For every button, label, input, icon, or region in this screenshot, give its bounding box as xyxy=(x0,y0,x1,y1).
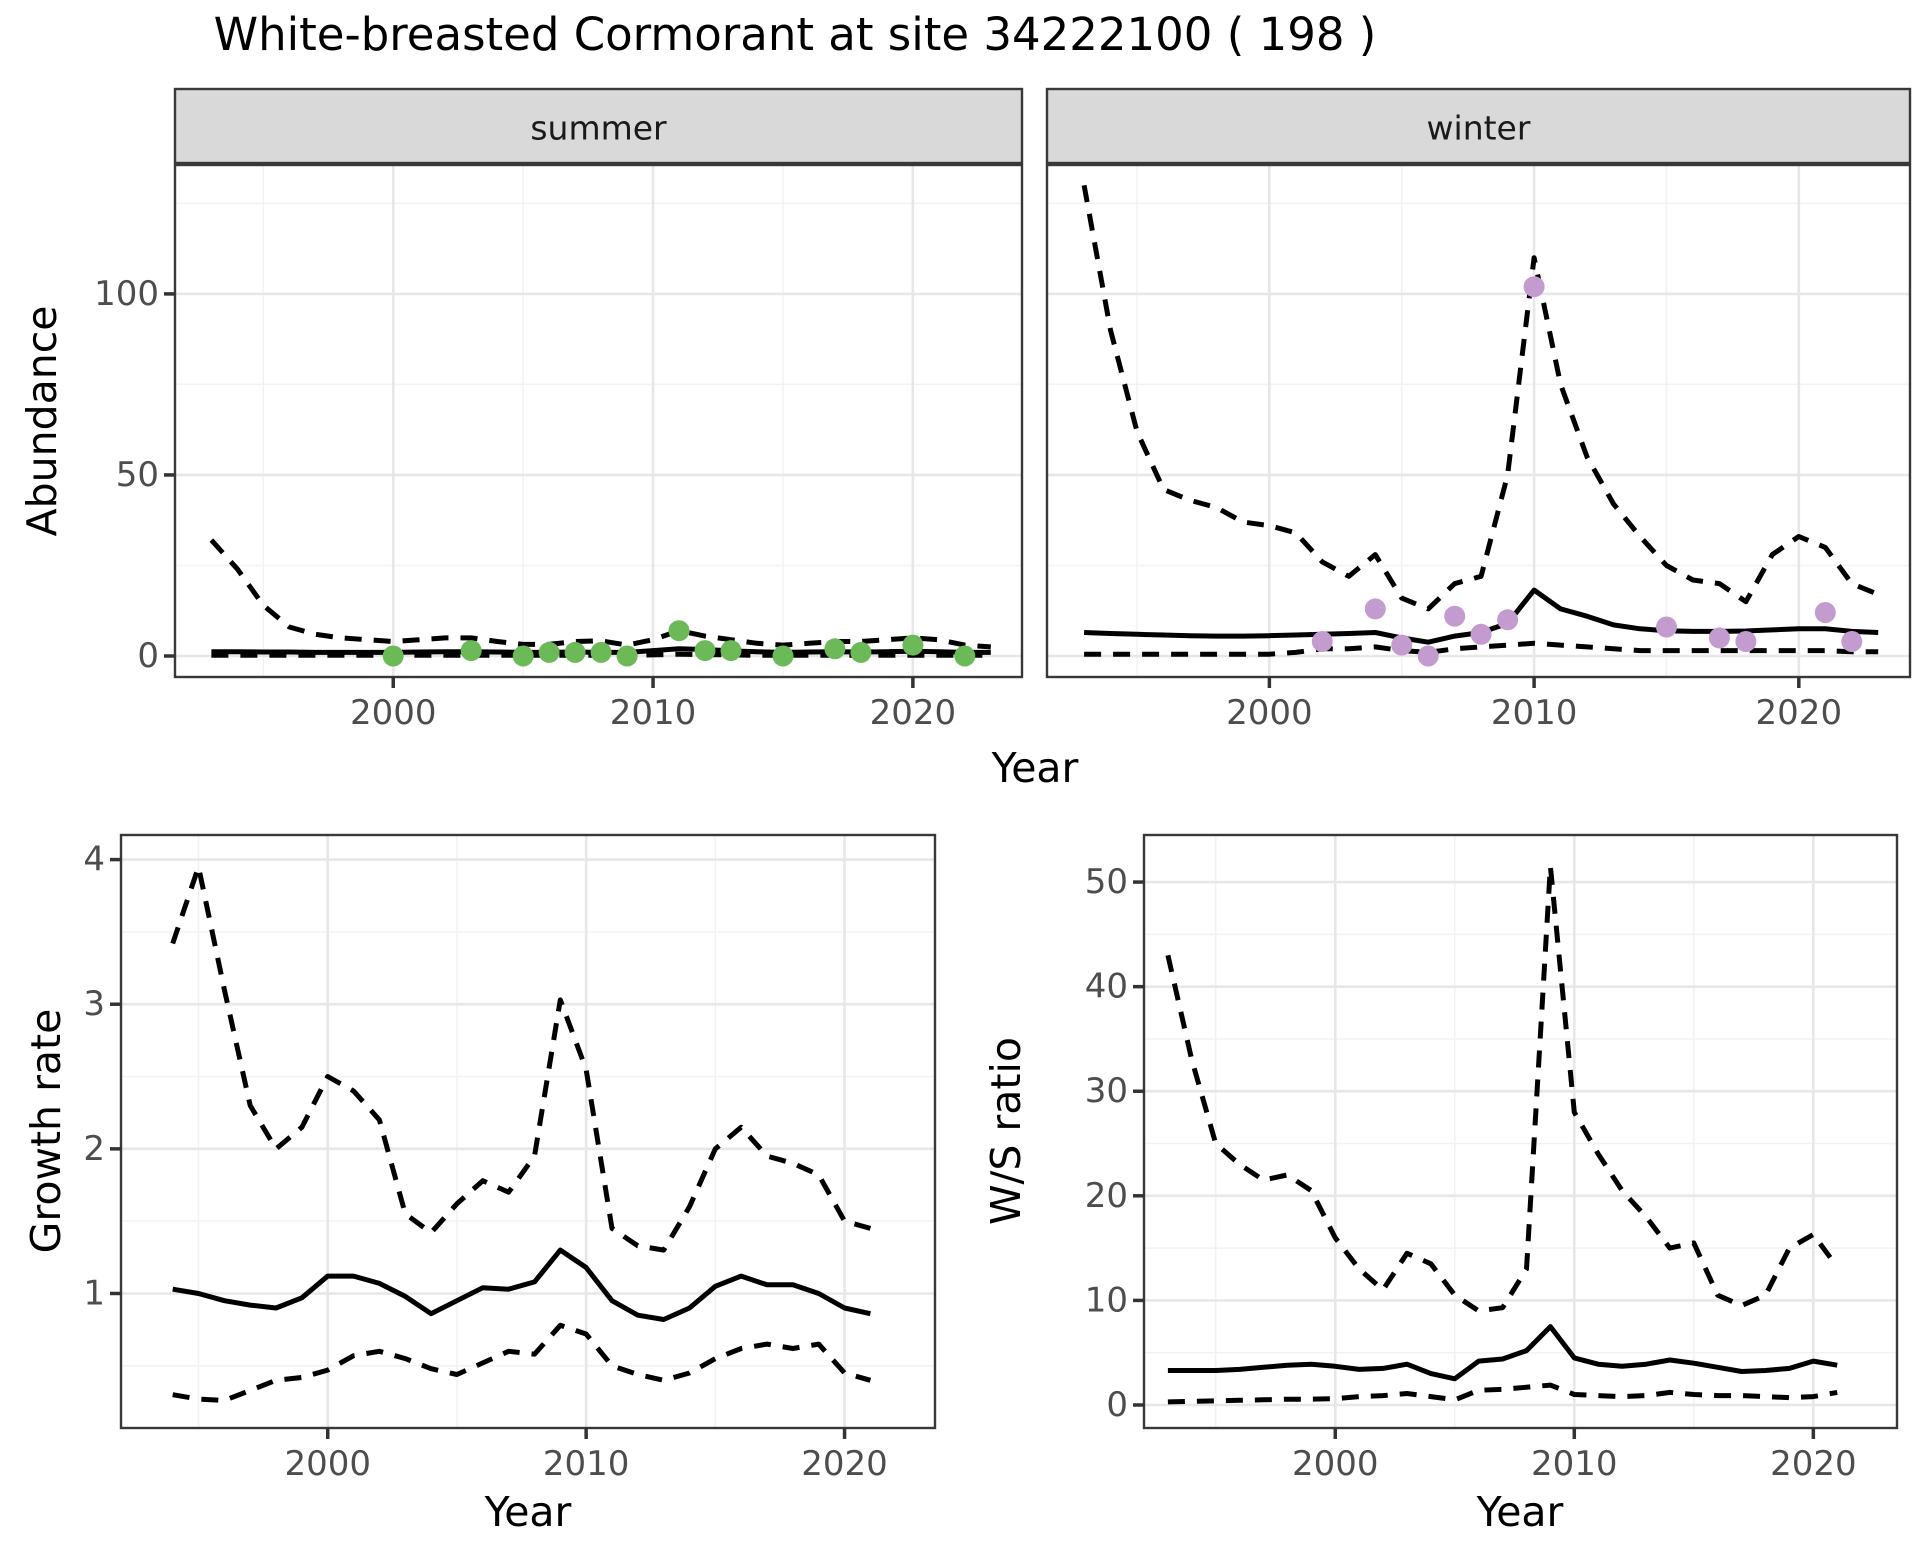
data-layer xyxy=(1165,863,1840,1405)
series-median-solid xyxy=(1167,1324,1838,1382)
x-tick-label: 2000 xyxy=(284,1444,371,1484)
winter-observations-point xyxy=(1523,276,1545,298)
series-upper-ci-dashed xyxy=(170,864,872,1253)
series-lower-ci-dashed xyxy=(1167,1382,1838,1405)
winter-observations-point xyxy=(1391,634,1413,656)
y-tick-label: 40 xyxy=(1085,967,1128,1007)
panel-growth-rate: 2000 2010 2020 1 2 3 4 xyxy=(83,833,937,1484)
y-tick-label: 4 xyxy=(83,840,105,880)
x-axis-title-ws: Year xyxy=(1476,1488,1564,1536)
y-tick-label: 30 xyxy=(1085,1071,1128,1111)
y-axis-title-growth-rate: Growth rate xyxy=(22,1009,70,1254)
summer-observations-point xyxy=(824,638,846,660)
facet-strip-label-winter: winter xyxy=(1427,109,1531,148)
summer-observations-point xyxy=(902,634,924,656)
panel-summer-abundance: summer 2000 2010 2020 0 50 100 xyxy=(94,87,1024,733)
y-axis-title-abundance: Abundance xyxy=(18,306,66,537)
y-tick-label: 50 xyxy=(116,455,159,495)
x-tick-label: 2020 xyxy=(1770,1444,1857,1484)
winter-observations-point xyxy=(1656,616,1677,638)
summer-observations-point xyxy=(772,645,794,667)
summer-observations-point xyxy=(954,645,976,667)
x-tick-label: 2000 xyxy=(1292,1444,1379,1484)
x-axis-title-top: Year xyxy=(991,744,1079,792)
summer-observations-point xyxy=(512,645,534,667)
x-tick-label: 2010 xyxy=(610,693,697,733)
panel-background xyxy=(175,165,1022,677)
series-lower-ci-dashed xyxy=(172,1322,872,1403)
panel-background xyxy=(1047,165,1910,677)
x-tick-label: 2020 xyxy=(801,1444,888,1484)
y-tick-label: 3 xyxy=(83,984,105,1024)
winter-observations-point xyxy=(1444,605,1466,627)
summer-observations-point xyxy=(850,641,872,663)
x-tick-label: 2010 xyxy=(543,1444,630,1484)
winter-observations-point xyxy=(1417,645,1439,667)
x-tick-label: 2000 xyxy=(1226,693,1313,733)
series-upper-ci-dashed xyxy=(1165,863,1840,1314)
panel-winter-abundance: winter 2000 2010 2020 xyxy=(1045,87,1912,733)
chart-title: White-breasted Cormorant at site 3422210… xyxy=(213,8,1377,61)
y-tick-label: 0 xyxy=(1106,1385,1128,1425)
series-lower-ci-dashed xyxy=(1084,640,1879,657)
y-tick-label: 20 xyxy=(1085,1176,1128,1216)
winter-observations-point xyxy=(1470,623,1492,645)
facet-strip-winter xyxy=(1045,87,1912,165)
x-tick-label: 2020 xyxy=(870,693,957,733)
y-tick-label: 0 xyxy=(137,636,159,676)
panel-background xyxy=(121,835,935,1428)
series-upper-ci-dashed xyxy=(1081,184,1880,612)
winter-observations-point xyxy=(1708,627,1730,649)
facet-strip-label-summer: summer xyxy=(530,109,667,148)
y-axis-title-ws-ratio: W/S ratio xyxy=(982,1037,1030,1225)
winter-observations-point xyxy=(1364,598,1386,620)
facet-strip-summer xyxy=(173,87,1024,165)
winter-observations-point xyxy=(1735,631,1757,652)
panel-background xyxy=(1144,835,1897,1428)
x-tick-label: 2020 xyxy=(1756,693,1843,733)
summer-observations-point xyxy=(616,645,638,667)
summer-observations-point xyxy=(590,641,612,663)
x-axis-title-growth: Year xyxy=(484,1488,572,1536)
x-tick-label: 2010 xyxy=(1531,1444,1618,1484)
panel-border xyxy=(173,163,1024,679)
winter-observations-point xyxy=(1841,631,1863,652)
y-tick-label: 100 xyxy=(94,274,159,314)
data-layer xyxy=(209,538,991,667)
winter-observations-point xyxy=(1311,631,1333,652)
summer-observations-point xyxy=(668,620,690,642)
panel-border xyxy=(119,833,937,1430)
winter-observations-point xyxy=(1814,602,1836,623)
data-layer xyxy=(170,864,872,1403)
y-tick-label: 10 xyxy=(1085,1280,1128,1320)
series-median-solid xyxy=(172,1247,871,1322)
x-tick-label: 2010 xyxy=(1491,693,1578,733)
y-tick-label: 2 xyxy=(83,1129,105,1169)
panel-border xyxy=(1045,163,1912,679)
summer-observations-point xyxy=(460,640,482,662)
panel-ws-ratio: 2000 2010 2020 0 10 20 30 40 50 xyxy=(1085,833,1899,1484)
winter-observations-point xyxy=(1497,609,1519,631)
summer-observations-point xyxy=(720,640,742,662)
data-layer xyxy=(1081,184,1880,667)
summer-observations-point xyxy=(538,641,560,663)
summer-observations-point xyxy=(564,641,586,663)
panel-border xyxy=(1142,833,1899,1430)
x-tick-label: 2000 xyxy=(350,693,437,733)
summer-observations-point xyxy=(694,640,716,662)
y-tick-label: 50 xyxy=(1085,862,1128,902)
y-tick-label: 1 xyxy=(83,1273,105,1313)
summer-observations-point xyxy=(382,645,404,667)
